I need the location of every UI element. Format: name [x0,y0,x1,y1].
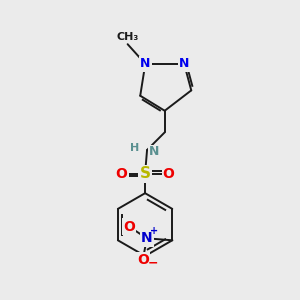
Text: N: N [140,57,151,70]
Text: O: O [116,167,128,181]
Text: S: S [140,166,151,181]
Text: N: N [141,231,153,245]
Text: O: O [137,253,149,267]
Text: +: + [150,226,158,236]
Text: H: H [130,143,139,153]
Text: O: O [163,167,175,181]
Text: −: − [147,256,158,269]
Text: N: N [179,57,189,70]
Text: N: N [149,146,159,158]
Text: CH₃: CH₃ [116,32,139,42]
Text: O: O [123,220,135,234]
